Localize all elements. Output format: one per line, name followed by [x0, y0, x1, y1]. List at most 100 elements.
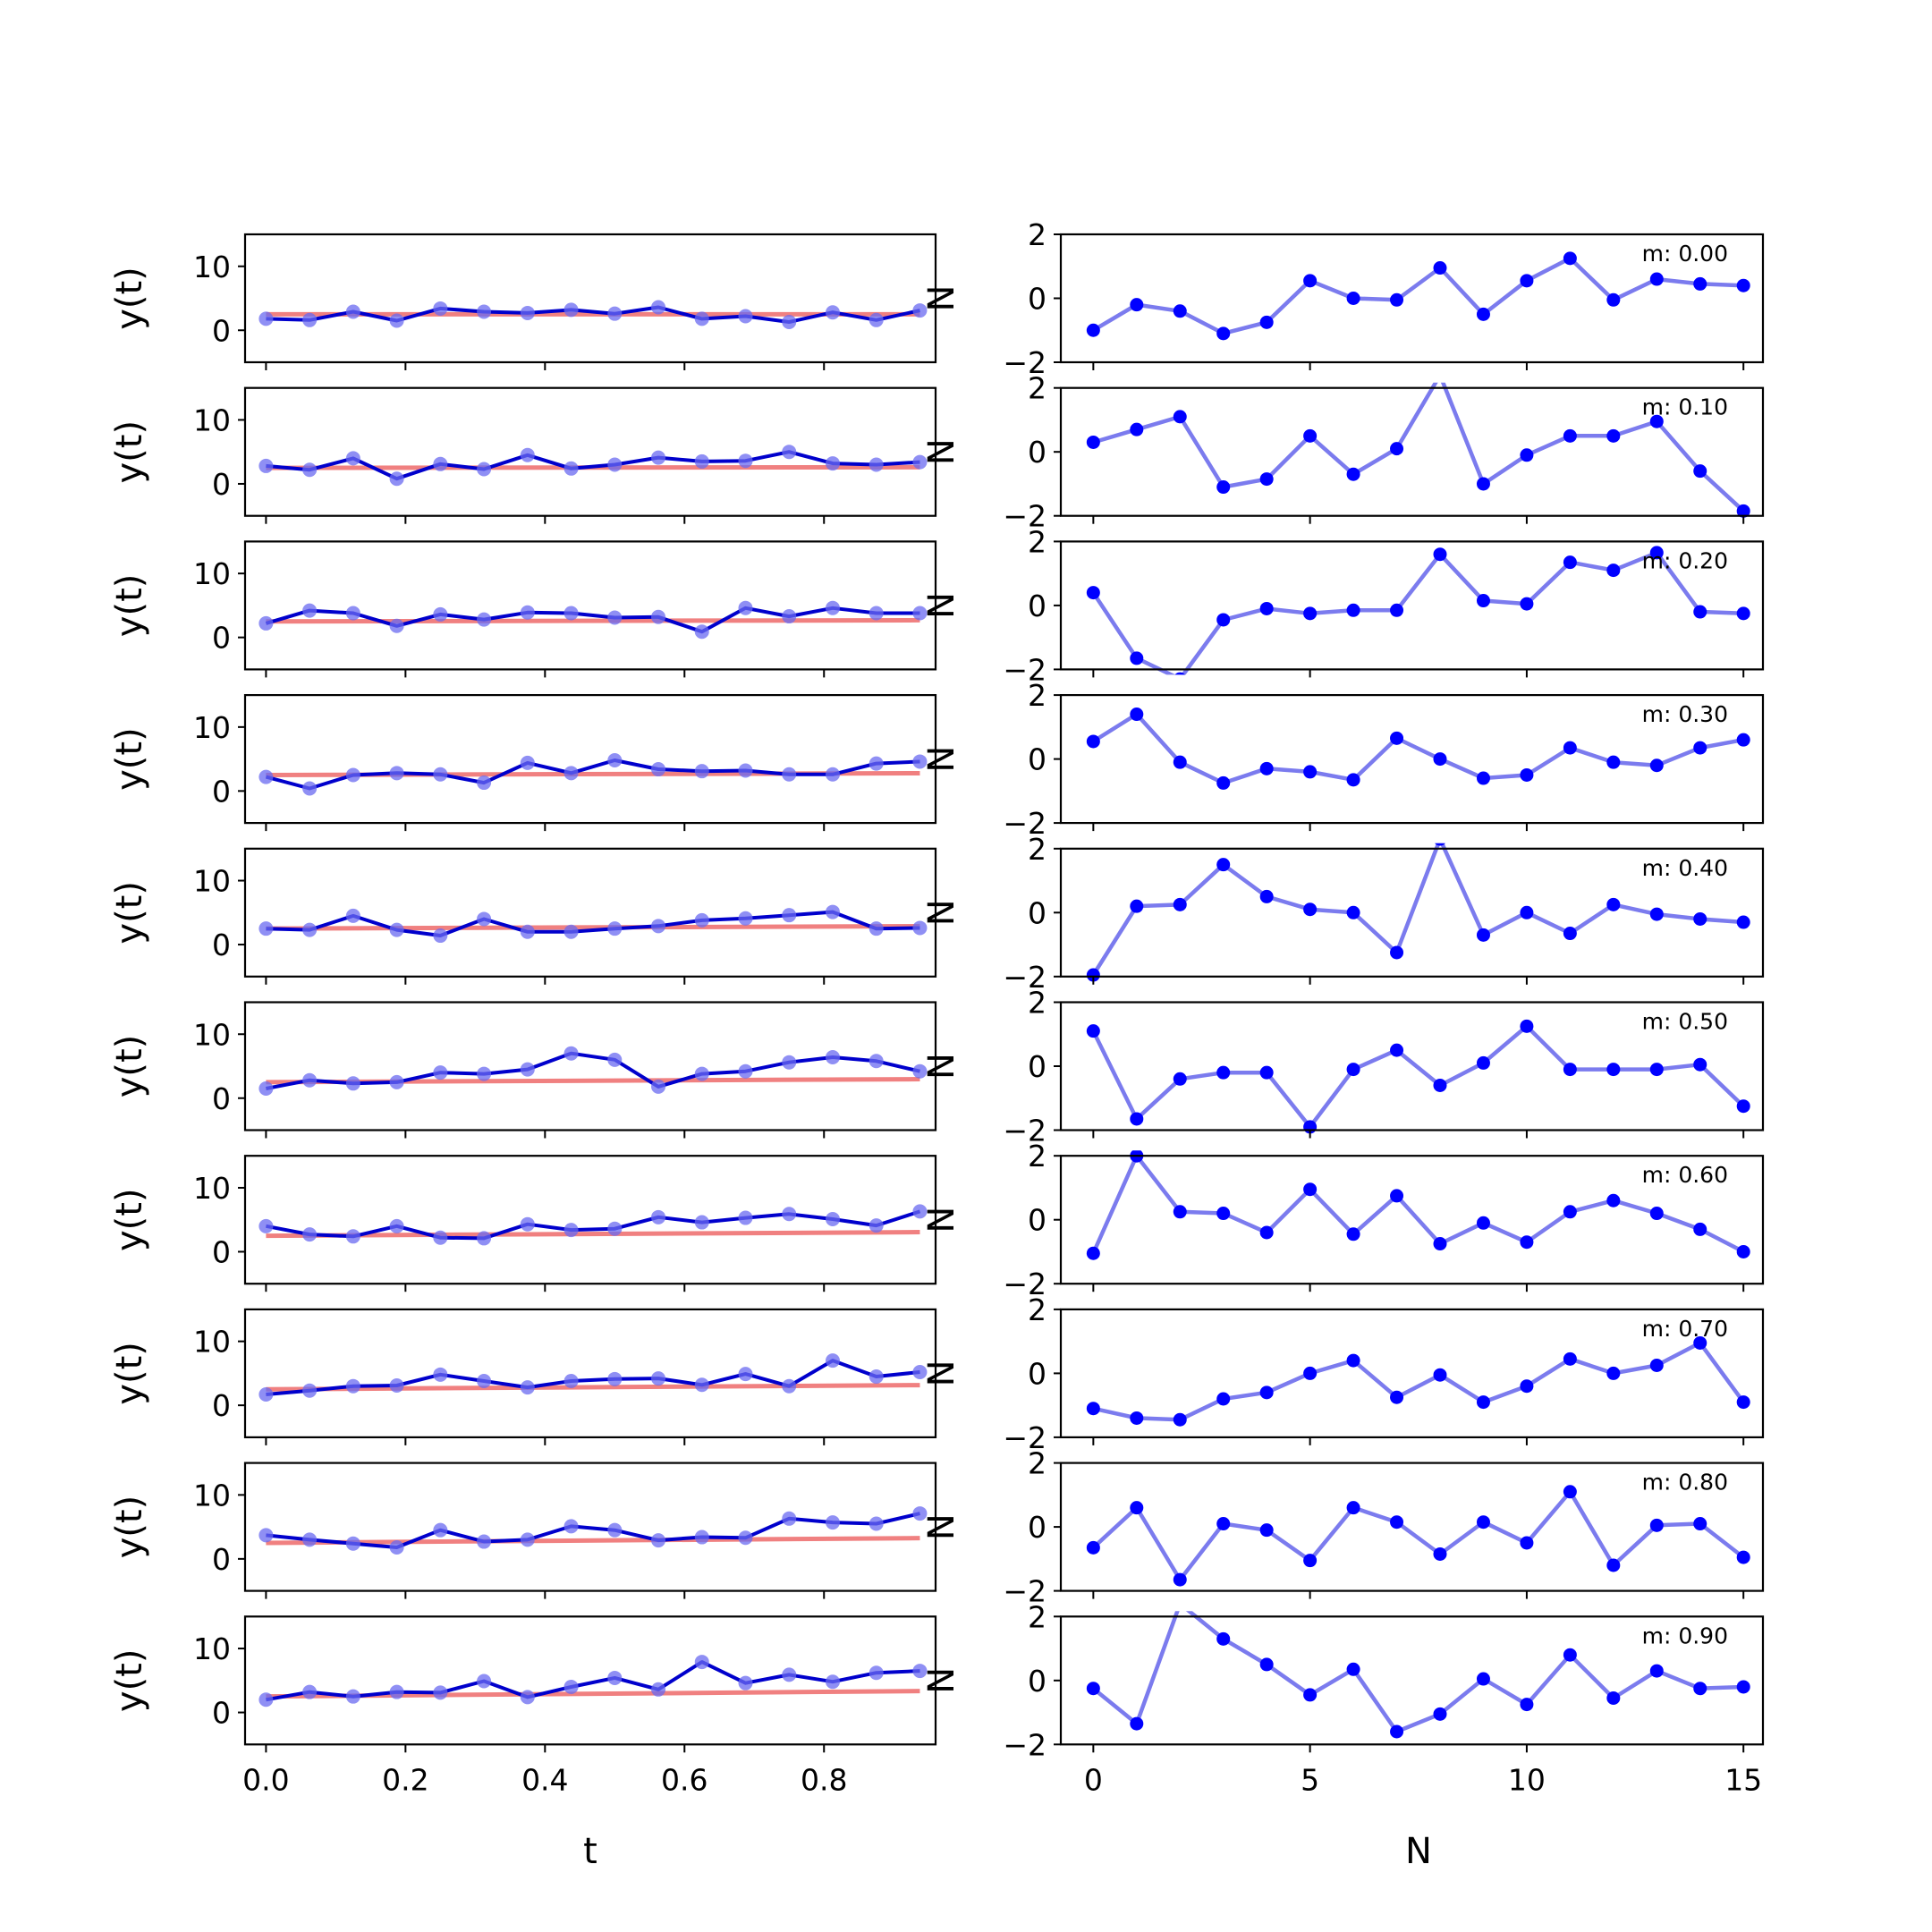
- observed-point: [912, 1506, 928, 1521]
- observed-point: [302, 1684, 318, 1699]
- noise-point: [1303, 1688, 1318, 1702]
- noise-point: [1736, 733, 1750, 747]
- observed-point: [520, 755, 535, 770]
- observed-point: [782, 1667, 797, 1682]
- noise-point: [1736, 1244, 1750, 1258]
- noise-point: [1303, 274, 1318, 288]
- noise-point: [1563, 428, 1577, 443]
- noise-point: [1346, 773, 1360, 787]
- left-panel-frame: [243, 1308, 937, 1439]
- observed-point: [825, 1353, 840, 1368]
- noise-point: [1259, 1523, 1274, 1538]
- observed-point: [869, 921, 884, 936]
- noise-point: [1086, 734, 1100, 749]
- observed-point: [302, 462, 318, 478]
- observed-point: [607, 1522, 623, 1538]
- left-y-axis-label: y(t): [109, 1188, 150, 1251]
- observed-point: [258, 1081, 274, 1097]
- slope-annotation: m: 0.40: [1642, 855, 1728, 881]
- trend-line: [266, 1383, 920, 1392]
- observed-point: [564, 461, 579, 476]
- observed-line: [266, 910, 920, 937]
- noise-point: [1606, 292, 1621, 307]
- observed-line: [266, 450, 920, 481]
- observed-point: [345, 1229, 360, 1244]
- noise-point: [1086, 1402, 1100, 1416]
- observed-point: [694, 1655, 709, 1670]
- left-panel-frame: [243, 1001, 937, 1131]
- observed-point: [825, 1049, 840, 1064]
- noise-point: [1346, 603, 1360, 617]
- left-y-tick-label: 10: [193, 1478, 231, 1513]
- observed-point: [477, 304, 492, 319]
- noise-point: [1130, 1501, 1144, 1515]
- right-y-tick-label: −2: [1003, 1727, 1046, 1762]
- right-panel: [1086, 1150, 1750, 1260]
- trend-line: [266, 923, 920, 931]
- noise-point: [1303, 1366, 1318, 1380]
- left-panel: [258, 445, 928, 487]
- observed-point: [825, 904, 840, 919]
- observed-point: [782, 609, 797, 624]
- right-y-tick-label: −2: [1003, 345, 1046, 380]
- left-y-tick-label: 0: [212, 1081, 231, 1116]
- noise-point: [1390, 1724, 1404, 1739]
- observed-point: [302, 922, 318, 937]
- right-panel: [1086, 708, 1750, 790]
- left-panel-frame: [243, 540, 937, 671]
- left-y-tick-label: 0: [212, 1388, 231, 1423]
- row-7: 0 10 y(t) 2 0 −2 Nm: 0.70: [109, 1292, 1765, 1455]
- left-y-axis-label: y(t): [109, 1035, 150, 1098]
- observed-point: [433, 1230, 448, 1245]
- noise-point: [1346, 292, 1360, 305]
- observed-line: [266, 1512, 920, 1549]
- slope-annotation: m: 0.60: [1642, 1162, 1728, 1188]
- noise-point: [1476, 1395, 1490, 1410]
- observed-point: [869, 1054, 884, 1069]
- noise-point: [1736, 1680, 1750, 1694]
- noise-point: [1173, 755, 1187, 769]
- slope-annotation: m: 0.30: [1642, 701, 1728, 727]
- noise-point: [1433, 369, 1446, 382]
- observed-point: [520, 1532, 535, 1547]
- row-2: 0 10 y(t) 2 0 −2 Nm: 0.20: [109, 524, 1765, 687]
- right-y-tick-label: −2: [1003, 499, 1046, 534]
- observed-point: [651, 1682, 666, 1697]
- observed-point: [869, 457, 884, 472]
- observed-point: [389, 313, 404, 328]
- noise-point: [1693, 605, 1707, 619]
- left-panel: [258, 1353, 928, 1402]
- noise-point: [1130, 422, 1144, 436]
- noise-point: [1693, 1057, 1707, 1072]
- left-panel: [258, 1046, 928, 1097]
- observed-point: [345, 1689, 360, 1704]
- observed-point: [738, 600, 753, 615]
- left-panel: [258, 753, 928, 796]
- noise-point: [1346, 467, 1360, 481]
- noise-point: [1390, 1515, 1404, 1530]
- left-y-axis-label: y(t): [109, 420, 150, 484]
- left-y-tick-label: 0: [212, 774, 231, 809]
- observed-point: [607, 1371, 623, 1386]
- right-y-axis-label: N: [921, 438, 962, 465]
- noise-point: [1216, 858, 1231, 872]
- noise-point: [1216, 1517, 1231, 1531]
- observed-point: [520, 447, 535, 462]
- left-y-tick-label: 10: [193, 710, 231, 745]
- observed-point: [477, 1066, 492, 1081]
- noise-point: [1174, 672, 1186, 675]
- observed-point: [520, 1216, 535, 1232]
- noise-point: [1086, 968, 1100, 982]
- observed-point: [825, 456, 840, 471]
- left-y-tick-label: 10: [193, 864, 231, 899]
- noise-point: [1346, 1662, 1360, 1676]
- noise-point: [1520, 448, 1534, 462]
- right-panel: [1086, 1019, 1750, 1134]
- noise-point: [1606, 897, 1621, 911]
- left-panel: [258, 300, 928, 329]
- noise-point: [1130, 1112, 1144, 1126]
- left-panel: [258, 904, 928, 944]
- left-y-tick-label: 0: [212, 928, 231, 962]
- right-y-axis-label: N: [921, 1207, 962, 1233]
- noise-point: [1130, 708, 1144, 722]
